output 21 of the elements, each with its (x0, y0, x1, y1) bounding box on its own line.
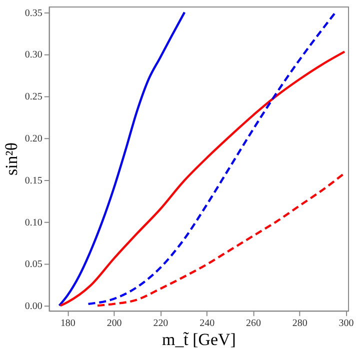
y-tick-label: 0.00 (24, 301, 42, 312)
y-tick-label: 0.25 (24, 92, 42, 103)
y-tick-label: 0.35 (24, 8, 42, 19)
x-axis-title: m_t̃ [GeV] (162, 330, 236, 350)
y-tick-label: 0.20 (24, 134, 42, 145)
y-axis-title: sin²θ (2, 142, 21, 176)
x-tick-label: 280 (292, 318, 308, 330)
x-tick-label: 180 (60, 318, 76, 330)
x-tick-label: 240 (200, 318, 215, 330)
line-series (58, 11, 186, 307)
y-tick-label: 0.10 (24, 217, 42, 228)
y-tick-label: 0.30 (24, 50, 42, 61)
x-tick-label: 300 (338, 318, 354, 330)
line-series (96, 172, 346, 307)
y-tick-label: 0.05 (24, 259, 42, 270)
line-series (59, 50, 346, 307)
x-tick-label: 260 (246, 318, 261, 330)
line-series (87, 11, 337, 306)
x-tick-label: 220 (153, 318, 168, 330)
x-tick-label: 200 (106, 318, 122, 330)
y-tick-label: 0.15 (24, 175, 42, 186)
